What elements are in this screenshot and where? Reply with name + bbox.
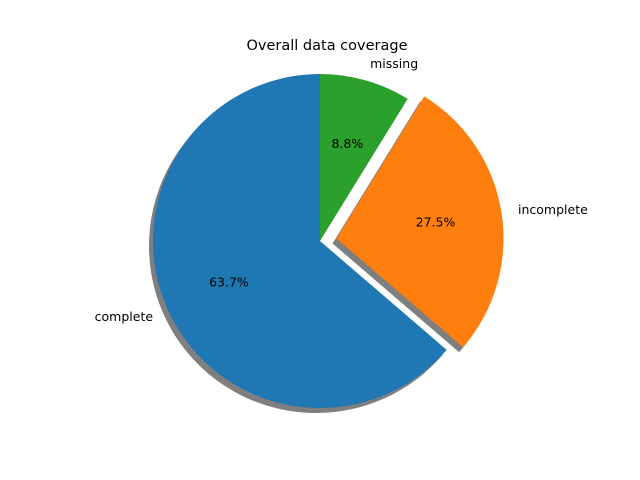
slice-pct-complete: 63.7% — [209, 274, 249, 289]
slice-complete — [153, 74, 447, 408]
slice-labels: complete 63.7% incomplete 27.5% missing 8.8% — [95, 56, 588, 324]
slice-missing — [320, 74, 408, 241]
slice-label-incomplete: incomplete — [518, 202, 588, 217]
slices — [153, 74, 504, 408]
slice-pct-incomplete: 27.5% — [416, 215, 456, 230]
slice-pct-missing: 8.8% — [331, 136, 363, 151]
slice-incomplete — [336, 96, 504, 348]
slice-label-complete: complete — [95, 309, 154, 324]
slice-label-missing: missing — [370, 56, 418, 71]
chart-title: Overall data coverage — [246, 38, 407, 54]
